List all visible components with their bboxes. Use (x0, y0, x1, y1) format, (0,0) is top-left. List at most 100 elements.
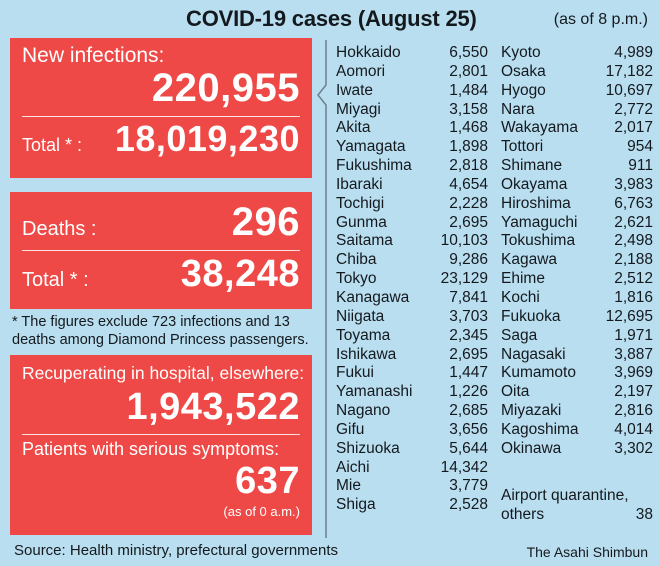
deaths-box: Deaths : 296 Total * : 38,248 (10, 192, 312, 309)
prefecture-row: Saga 1,971 (501, 327, 653, 346)
prefecture-name: Kumamoto (501, 364, 576, 382)
prefecture-name: Shizuoka (336, 439, 400, 457)
airport-quarantine-label-2: others (501, 505, 545, 523)
prefecture-row: Miyagi 3,158 (336, 101, 488, 120)
prefecture-row: Tokyo 23,129 (336, 270, 488, 289)
footnote-line-2: deaths among Diamond Princess passengers… (12, 332, 309, 349)
prefecture-name: Shimane (501, 157, 563, 175)
prefecture-count: 3,158 (449, 100, 488, 118)
prefecture-row: Okinawa 3,302 (501, 440, 653, 459)
total-infections-value: 18,019,230 (114, 117, 300, 159)
prefecture-row: Shiga 2,528 (336, 496, 488, 515)
prefecture-count: 3,779 (449, 477, 488, 495)
prefecture-count: 3,703 (449, 307, 488, 325)
publisher-credit: The Asahi Shimbun (526, 544, 648, 560)
prefecture-name: Aichi (336, 458, 370, 476)
serious-symptoms-label: Patients with serious symptoms: (22, 438, 280, 459)
prefecture-name: Ishikawa (336, 345, 397, 363)
prefecture-count: 2,772 (614, 100, 653, 118)
prefecture-count: 3,983 (614, 175, 653, 193)
prefecture-row: Iwate 1,484 (336, 82, 488, 101)
prefecture-count: 9,286 (449, 251, 488, 269)
prefecture-row: Nagano 2,685 (336, 402, 488, 421)
prefecture-name: Yamaguchi (501, 213, 578, 231)
prefecture-row: Fukui 1,447 (336, 364, 488, 383)
prefecture-count: 2,345 (449, 326, 488, 344)
prefecture-row: Chiba 9,286 (336, 251, 488, 270)
prefecture-list-column-2: Kyoto 4,989 Osaka 17,182 Hyogo 10,697 Na… (501, 44, 653, 459)
prefecture-row: Yamanashi 1,226 (336, 383, 488, 402)
prefecture-row: Oita 2,197 (501, 383, 653, 402)
prefecture-count: 3,656 (449, 420, 488, 438)
prefecture-name: Osaka (501, 62, 546, 80)
prefecture-count: 12,695 (605, 307, 653, 325)
prefecture-row: Aomori 2,801 (336, 63, 488, 82)
prefecture-row: Fukuoka 12,695 (501, 308, 653, 327)
prefecture-row: Osaka 17,182 (501, 63, 653, 82)
prefecture-count: 1,816 (614, 288, 653, 306)
prefecture-count: 1,898 (449, 138, 488, 156)
prefecture-name: Miyagi (336, 100, 381, 118)
prefecture-name: Chiba (336, 251, 377, 269)
prefecture-name: Akita (336, 119, 371, 137)
total-deaths-value: 38,248 (180, 252, 300, 295)
prefecture-name: Kanagawa (336, 288, 410, 306)
prefecture-count: 4,014 (614, 420, 653, 438)
prefecture-count: 954 (627, 138, 653, 156)
prefecture-count: 23,129 (440, 270, 488, 288)
prefecture-count: 7,841 (449, 288, 488, 306)
prefecture-name: Okayama (501, 175, 568, 193)
serious-as-of: (as of 0 a.m.) (223, 503, 300, 519)
prefecture-name: Hyogo (501, 81, 546, 99)
prefecture-count: 2,197 (614, 383, 653, 401)
prefecture-row: Gifu 3,656 (336, 421, 488, 440)
prefecture-count: 6,763 (614, 194, 653, 212)
box-divider (22, 433, 300, 435)
prefecture-name: Ibaraki (336, 175, 383, 193)
prefecture-count: 2,228 (449, 194, 488, 212)
recuperating-box: Recuperating in hospital, elsewhere: 1,9… (10, 355, 312, 535)
prefecture-name: Yamagata (336, 138, 406, 156)
new-infections-value: 220,955 (151, 66, 300, 110)
prefecture-row: Ibaraki 4,654 (336, 176, 488, 195)
prefecture-count: 1,971 (614, 326, 653, 344)
prefecture-row: Ishikawa 2,695 (336, 346, 488, 365)
prefecture-name: Oita (501, 383, 530, 401)
box-divider (22, 249, 300, 251)
prefecture-count: 4,989 (614, 44, 653, 61)
prefecture-row: Ehime 2,512 (501, 270, 653, 289)
prefecture-count: 2,512 (614, 270, 653, 288)
prefecture-row: Kanagawa 7,841 (336, 289, 488, 308)
prefecture-name: Toyama (336, 326, 391, 344)
prefecture-count: 10,103 (440, 232, 488, 250)
prefecture-name: Tochigi (336, 194, 385, 212)
prefecture-count: 10,697 (605, 81, 653, 99)
recuperating-label: Recuperating in hospital, elsewhere: (22, 363, 305, 383)
prefecture-row: Akita 1,468 (336, 119, 488, 138)
prefecture-name: Gifu (336, 420, 365, 438)
prefecture-row: Shimane 911 (501, 157, 653, 176)
prefecture-row: Saitama 10,103 (336, 232, 488, 251)
prefecture-name: Saga (501, 326, 538, 344)
footnote-line-1: * The figures exclude 723 infections and… (12, 314, 290, 330)
prefecture-count: 2,017 (614, 119, 653, 137)
prefecture-row: Hiroshima 6,763 (501, 195, 653, 214)
prefecture-name: Aomori (336, 62, 386, 80)
prefecture-name: Hokkaido (336, 44, 401, 61)
prefecture-name: Okinawa (501, 439, 562, 457)
prefecture-name: Fukushima (336, 157, 412, 175)
prefecture-name: Ehime (501, 270, 545, 288)
prefecture-name: Niigata (336, 307, 385, 325)
prefecture-row: Kagoshima 4,014 (501, 421, 653, 440)
prefecture-row: Miyazaki 2,816 (501, 402, 653, 421)
prefecture-name: Fukui (336, 364, 374, 382)
prefecture-row: Fukushima 2,818 (336, 157, 488, 176)
prefecture-count: 5,644 (449, 439, 488, 457)
as-of-time: (as of 8 p.m.) (553, 11, 648, 28)
prefecture-row: Nara 2,772 (501, 101, 653, 120)
prefecture-name: Kyoto (501, 44, 541, 61)
prefecture-count: 2,695 (449, 345, 488, 363)
prefecture-count: 3,302 (614, 439, 653, 457)
airport-quarantine-count: 38 (635, 505, 653, 523)
prefecture-row: Hokkaido 6,550 (336, 44, 488, 63)
